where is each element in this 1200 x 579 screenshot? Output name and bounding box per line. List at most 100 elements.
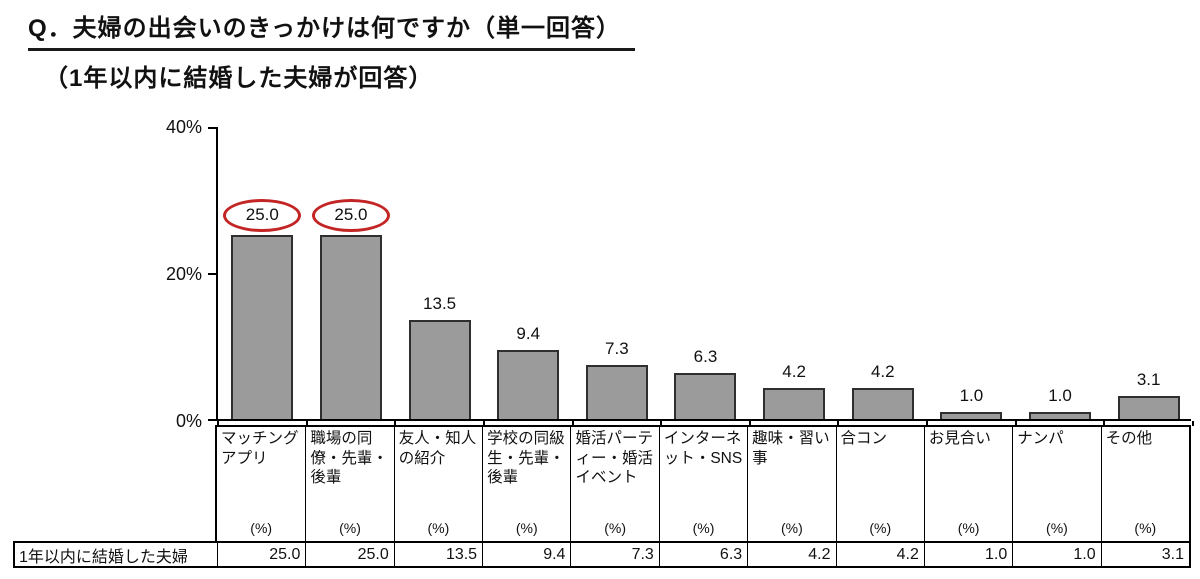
bar bbox=[497, 349, 560, 419]
plot-area: 25.0 25.0 13.5 9.4 7.3 6.3 4.2 4.2 1.0 1.0 3.1 bbox=[208, 127, 1194, 426]
bar-value-label: 25.0 bbox=[223, 199, 302, 233]
bar-column: 4.2 bbox=[750, 127, 839, 419]
value-cell: 6.3 bbox=[658, 543, 747, 566]
bar bbox=[408, 319, 471, 419]
category-label: インターネット・SNS bbox=[663, 430, 743, 467]
value-cell: 1.0 bbox=[923, 543, 1012, 566]
category-label: その他 bbox=[1105, 430, 1153, 447]
unit-label: (%) bbox=[692, 520, 715, 537]
x-axis-tick bbox=[1014, 421, 1017, 426]
bar-column: 6.3 bbox=[661, 127, 750, 419]
unit-label: (%) bbox=[339, 520, 361, 537]
value-cell: 25.0 bbox=[305, 543, 393, 566]
bar bbox=[585, 365, 648, 419]
value-cell: 4.2 bbox=[835, 543, 924, 566]
unit-label: (%) bbox=[869, 520, 892, 537]
bar-value-label: 4.2 bbox=[782, 362, 806, 382]
bar-column: 1.0 bbox=[1016, 127, 1105, 419]
category-label: お見合い bbox=[928, 430, 991, 447]
bar-value-label: 13.5 bbox=[423, 293, 457, 313]
category-label: ナンパ bbox=[1017, 430, 1064, 447]
x-axis-tick bbox=[926, 421, 929, 426]
x-axis-tick bbox=[660, 421, 663, 426]
bar bbox=[763, 388, 826, 419]
x-axis-tick bbox=[305, 421, 308, 426]
category-label: 婚活パーティー・婚活イベント bbox=[575, 430, 653, 487]
value-cell: 1.0 bbox=[1012, 543, 1100, 566]
category-label: 合コン bbox=[840, 430, 888, 447]
category-label: 学校の同級生・先輩・後輩 bbox=[487, 430, 565, 487]
bar-column: 3.1 bbox=[1104, 127, 1193, 419]
y-axis-tick bbox=[208, 273, 216, 275]
bar bbox=[1117, 396, 1180, 419]
unit-label: (%) bbox=[427, 520, 450, 537]
bar-column: 25.0 bbox=[307, 127, 396, 419]
bar-value-label: 6.3 bbox=[693, 346, 718, 366]
value-cell: 13.5 bbox=[393, 543, 482, 566]
category-label: 友人・知人の紹介 bbox=[398, 430, 477, 467]
x-axis-tick bbox=[748, 421, 751, 426]
x-axis-tick bbox=[1192, 421, 1194, 426]
bar bbox=[940, 411, 1003, 419]
x-axis-tick bbox=[394, 421, 397, 426]
y-axis-tick bbox=[208, 419, 216, 421]
bar-value-label: 4.2 bbox=[870, 362, 895, 382]
unit-label: (%) bbox=[957, 520, 980, 537]
question-title: Q．夫婦の出会いのきっかけは何ですか（単一回答） bbox=[28, 8, 635, 51]
unit-label: (%) bbox=[250, 520, 273, 537]
bar-value-label: 25.0 bbox=[311, 199, 390, 233]
bar bbox=[319, 235, 382, 419]
y-axis-label: 0% bbox=[175, 411, 202, 431]
unit-label: (%) bbox=[515, 520, 538, 537]
category-header-cell: マッチングアプリ (%) bbox=[217, 427, 305, 541]
bar-column: 7.3 bbox=[573, 127, 662, 419]
x-axis-tick bbox=[837, 421, 840, 426]
x-axis-tick bbox=[217, 421, 219, 426]
category-header-cell: その他 (%) bbox=[1100, 427, 1189, 541]
y-axis-label: 20% bbox=[165, 264, 202, 284]
respondent-subtitle: （1年以内に結婚した夫婦が回答） bbox=[44, 65, 434, 92]
category-label: 職場の同僚・先輩・後輩 bbox=[310, 430, 388, 487]
bar-value-label: 3.1 bbox=[1136, 370, 1161, 390]
value-cell: 3.1 bbox=[1100, 543, 1189, 566]
category-header-cell: 友人・知人の紹介 (%) bbox=[393, 427, 482, 541]
category-header-cell: ナンパ (%) bbox=[1012, 427, 1100, 541]
value-cell: 7.3 bbox=[570, 543, 658, 566]
category-header-cell: 職場の同僚・先輩・後輩 (%) bbox=[305, 427, 393, 541]
category-header-cell: 婚活パーティー・婚活イベント (%) bbox=[570, 427, 658, 541]
category-header-table: マッチングアプリ (%) 職場の同僚・先輩・後輩 (%) 友人・知人の紹介 (%) 学校の同… bbox=[215, 425, 1191, 541]
unit-label: (%) bbox=[780, 520, 803, 537]
value-cell: 4.2 bbox=[747, 543, 835, 566]
y-axis-label: 40% bbox=[165, 117, 202, 137]
bar-column: 25.0 bbox=[218, 127, 307, 419]
bar bbox=[231, 235, 294, 419]
x-axis-tick bbox=[571, 421, 574, 426]
category-label: 趣味・習い事 bbox=[752, 430, 830, 467]
bar-value-label: 1.0 bbox=[1048, 385, 1072, 405]
row-label-cell: 1年以内に結婚した夫婦 bbox=[19, 548, 188, 566]
y-axis-tick bbox=[208, 127, 216, 129]
category-header-cell: お見合い (%) bbox=[923, 427, 1012, 541]
bar-column: 9.4 bbox=[484, 127, 573, 419]
bar-value-label: 9.4 bbox=[516, 323, 541, 343]
category-header-cell: インターネット・SNS (%) bbox=[658, 427, 747, 541]
bar-column: 13.5 bbox=[395, 127, 484, 419]
unit-label: (%) bbox=[1134, 520, 1157, 537]
bar bbox=[674, 372, 737, 419]
bar-column: 1.0 bbox=[927, 127, 1016, 419]
bar-value-label: 1.0 bbox=[959, 385, 984, 405]
x-axis-tick bbox=[1103, 421, 1106, 426]
bar bbox=[851, 388, 914, 419]
category-header-cell: 合コン (%) bbox=[835, 427, 924, 541]
unit-label: (%) bbox=[1046, 520, 1068, 537]
value-cell: 9.4 bbox=[482, 543, 570, 566]
value-cell: 25.0 bbox=[217, 543, 305, 566]
x-axis-tick bbox=[482, 421, 485, 426]
data-table-row: 1年以内に結婚した夫婦 25.0 25.0 13.5 9.4 7.3 6.3 4.2 4.2 1.… bbox=[13, 541, 1191, 568]
unit-label: (%) bbox=[604, 520, 627, 537]
bar-column: 4.2 bbox=[838, 127, 927, 419]
category-label: マッチングアプリ bbox=[221, 430, 299, 467]
bar bbox=[1029, 411, 1092, 419]
category-header-cell: 趣味・習い事 (%) bbox=[747, 427, 835, 541]
